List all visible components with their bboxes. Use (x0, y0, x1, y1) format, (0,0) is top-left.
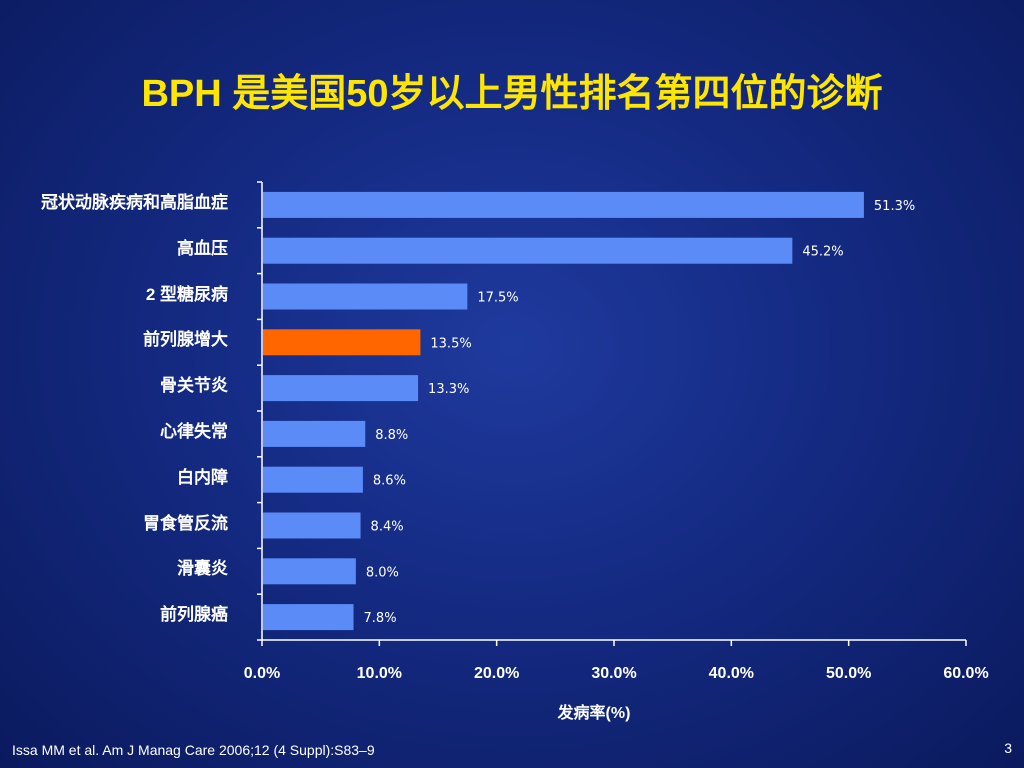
bar-value-label: 13.5% (430, 336, 471, 351)
bars-group (263, 191, 864, 631)
bar (263, 420, 366, 447)
category-label: 2 型糖尿病 (145, 284, 228, 304)
slide-title: BPH 是美国50岁以上男性排名第四位的诊断 (141, 73, 883, 115)
category-label: 冠状动脉疾病和高脂血症 (41, 192, 228, 212)
bar-value-label: 17.5% (477, 291, 518, 306)
citation-footer: Issa MM et al. Am J Manag Care 2006;12 (… (12, 742, 375, 758)
bar-value-label: 8.8% (375, 428, 408, 443)
bar (263, 558, 356, 585)
bar (263, 604, 354, 631)
bar (263, 375, 419, 402)
bar-highlight (263, 329, 421, 356)
category-label: 骨关节炎 (160, 376, 228, 396)
x-axis-title: 发病率(%) (557, 703, 631, 722)
bar (263, 191, 864, 218)
bar-value-label: 7.8% (364, 611, 397, 626)
x-tick-labels-group: 0.0% 10.0% 20.0% 30.0% 40.0% 50.0% 60.0% (244, 665, 989, 682)
x-axis-ticks (261, 640, 967, 646)
category-label: 心律失常 (160, 421, 228, 441)
value-labels-group: 51.3% 45.2% 17.5% 13.5% 13.3% 8.8% 8.6% 8.4% 8.0… (364, 199, 916, 626)
y-axis-ticks (257, 181, 262, 641)
bar-value-label: 51.3% (874, 199, 915, 214)
bar-value-label: 8.6% (373, 474, 406, 489)
category-label: 胃食管反流 (143, 513, 228, 533)
category-label: 前列腺增大 (143, 330, 228, 350)
bar-value-label: 8.0% (366, 565, 399, 580)
x-tick-label: 20.0% (474, 665, 519, 682)
x-tick-label: 40.0% (709, 665, 754, 682)
bar (263, 237, 793, 264)
bar (263, 466, 363, 493)
bar (263, 512, 361, 539)
x-tick-label: 0.0% (244, 665, 280, 682)
x-tick-label: 50.0% (826, 665, 871, 682)
bar-value-label: 8.4% (371, 520, 404, 535)
bar-value-label: 45.2% (802, 245, 843, 260)
x-tick-label: 60.0% (943, 665, 988, 682)
category-label: 高血压 (177, 238, 228, 258)
bar (263, 283, 468, 310)
x-tick-label: 10.0% (357, 665, 402, 682)
x-tick-label: 30.0% (591, 665, 636, 682)
page-number: 3 (1004, 740, 1012, 756)
category-label: 滑囊炎 (177, 559, 228, 579)
bar-value-label: 13.3% (428, 382, 469, 397)
category-label: 白内障 (177, 467, 228, 487)
category-label: 前列腺癌 (160, 605, 228, 625)
